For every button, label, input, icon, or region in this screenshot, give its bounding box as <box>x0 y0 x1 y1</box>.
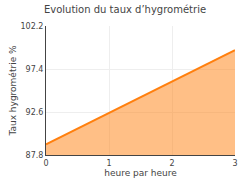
svg-text:heure par heure: heure par heure <box>104 168 177 178</box>
svg-text:87.8: 87.8 <box>26 151 44 160</box>
svg-text:92.6: 92.6 <box>26 108 44 117</box>
svg-text:Evolution du taux d’hygrométri: Evolution du taux d’hygrométrie <box>44 4 206 15</box>
svg-text:Taux hygrométrie %: Taux hygrométrie % <box>8 45 18 137</box>
svg-text:102.2: 102.2 <box>20 22 43 31</box>
svg-text:3: 3 <box>232 159 237 168</box>
svg-text:1: 1 <box>106 159 111 168</box>
svg-text:97.4: 97.4 <box>26 65 44 74</box>
svg-text:0: 0 <box>43 159 48 168</box>
svg-text:2: 2 <box>169 159 174 168</box>
